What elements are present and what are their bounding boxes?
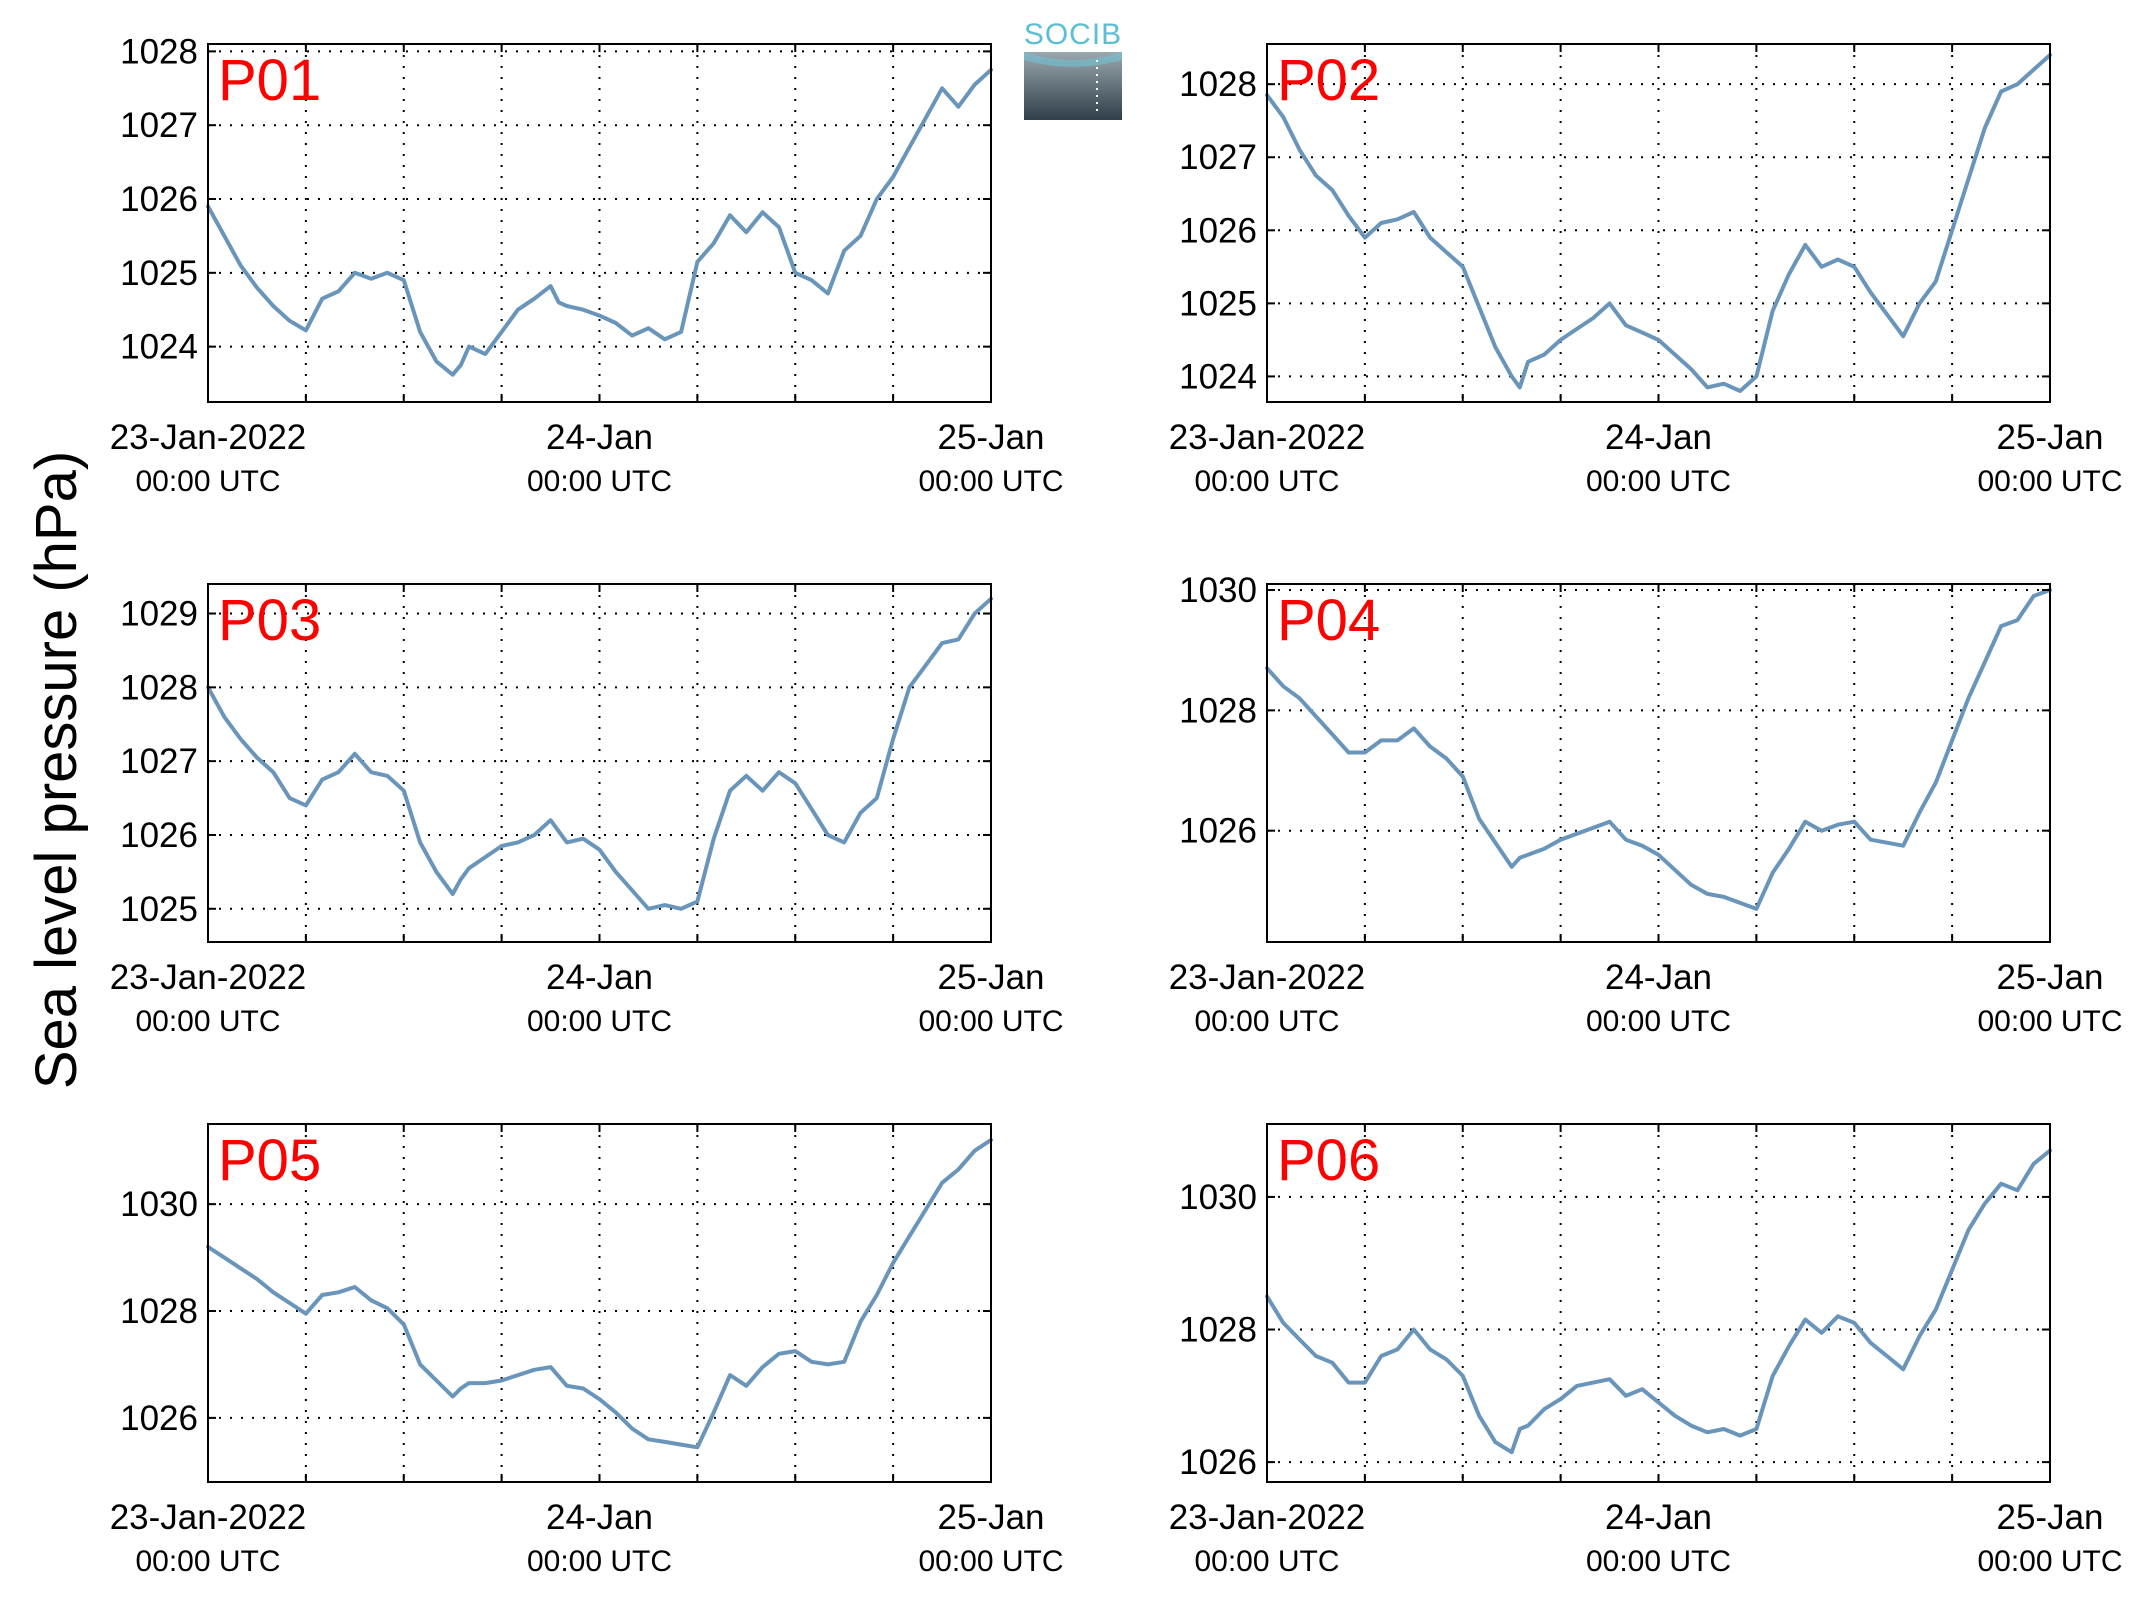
- panel-label: P01: [218, 48, 321, 113]
- panel-p04: 1026 1028 1030 23-Jan-2022 00:00 UTC 24-Jan 00…: [1169, 571, 2123, 1038]
- panel-label: P03: [218, 588, 321, 653]
- x-tick-label: 23-Jan-2022: [110, 958, 307, 997]
- x-tick-sublabel: 00:00 UTC: [1977, 1005, 2122, 1038]
- x-tick-sublabel: 00:00 UTC: [1194, 1545, 1339, 1578]
- y-tick-label: 1028: [1179, 1311, 1257, 1350]
- panel-label: P05: [218, 1128, 321, 1193]
- y-tick-label: 1030: [1179, 571, 1257, 610]
- axes-frame: [207, 43, 992, 403]
- x-tick-sublabel: 00:00 UTC: [1977, 1545, 2122, 1578]
- y-tick-label: 1028: [1179, 691, 1257, 730]
- x-tick-label: 25-Jan: [937, 418, 1044, 457]
- series-line: [1265, 588, 2052, 911]
- y-tick-label: 1026: [120, 180, 198, 219]
- y-tick-label: 1030: [1179, 1178, 1257, 1217]
- y-tick-label: 1028: [120, 668, 198, 707]
- x-tick-sublabel: 00:00 UTC: [1194, 465, 1339, 498]
- x-tick-sublabel: 00:00 UTC: [527, 1005, 672, 1038]
- y-tick-label: 1026: [1179, 1443, 1257, 1482]
- chart-panels: 1024 1025 1026 1027 1028 23-Jan-2022 00:00 UTC…: [110, 32, 2123, 1578]
- series-line: [206, 1138, 993, 1450]
- panel-label: P02: [1277, 48, 1380, 113]
- y-tick-label: 1025: [120, 890, 198, 929]
- x-tick-sublabel: 00:00 UTC: [1586, 1545, 1731, 1578]
- panel-p06: 1026 1028 1030 23-Jan-2022 00:00 UTC 24-Jan 00…: [1169, 1123, 2123, 1578]
- x-tick-label: 23-Jan-2022: [1169, 958, 1366, 997]
- socib-logo: SOCIB: [1024, 18, 1122, 120]
- x-tick-sublabel: 00:00 UTC: [918, 1005, 1063, 1038]
- series-line: [206, 67, 993, 377]
- logo-wave: [1024, 52, 1122, 67]
- axes-frame: [207, 583, 992, 943]
- panel-label: P04: [1277, 588, 1380, 653]
- x-tick-label: 24-Jan: [1605, 418, 1712, 457]
- y-tick-label: 1027: [120, 742, 198, 781]
- x-tick-sublabel: 00:00 UTC: [135, 1545, 280, 1578]
- x-tick-label: 25-Jan: [1996, 1498, 2103, 1537]
- y-tick-label: 1024: [1179, 357, 1257, 396]
- panel-p05: 1026 1028 1030 23-Jan-2022 00:00 UTC 24-Jan 00…: [110, 1123, 1064, 1578]
- x-tick-sublabel: 00:00 UTC: [1194, 1005, 1339, 1038]
- panel-label: P06: [1277, 1128, 1380, 1193]
- x-tick-label: 23-Jan-2022: [110, 418, 307, 457]
- y-tick-label: 1028: [1179, 65, 1257, 104]
- y-tick-label: 1028: [120, 1292, 198, 1331]
- x-tick-label: 24-Jan: [546, 1498, 653, 1537]
- y-tick-label: 1027: [1179, 138, 1257, 177]
- x-tick-label: 24-Jan: [1605, 1498, 1712, 1537]
- series-line: [1265, 53, 2052, 393]
- x-tick-label: 23-Jan-2022: [1169, 418, 1366, 457]
- x-tick-label: 25-Jan: [937, 1498, 1044, 1537]
- x-tick-label: 24-Jan: [546, 418, 653, 457]
- x-tick-label: 24-Jan: [546, 958, 653, 997]
- x-tick-label: 25-Jan: [1996, 958, 2103, 997]
- series-line: [206, 596, 993, 911]
- y-tick-label: 1029: [120, 595, 198, 634]
- series-line: [1265, 1148, 2052, 1455]
- panel-p01: 1024 1025 1026 1027 1028 23-Jan-2022 00:00 UTC…: [110, 32, 1064, 498]
- x-tick-label: 24-Jan: [1605, 958, 1712, 997]
- y-tick-label: 1024: [120, 328, 198, 367]
- x-tick-sublabel: 00:00 UTC: [918, 465, 1063, 498]
- y-axis-label: Sea level pressure (hPa): [24, 451, 89, 1089]
- x-tick-sublabel: 00:00 UTC: [527, 1545, 672, 1578]
- axes-frame: [1266, 1123, 2051, 1483]
- x-tick-sublabel: 00:00 UTC: [1586, 465, 1731, 498]
- axes-frame: [1266, 583, 2051, 943]
- x-tick-sublabel: 00:00 UTC: [918, 1545, 1063, 1578]
- y-tick-label: 1026: [120, 816, 198, 855]
- y-tick-label: 1028: [120, 32, 198, 71]
- x-tick-sublabel: 00:00 UTC: [527, 465, 672, 498]
- y-tick-label: 1025: [1179, 284, 1257, 323]
- panel-p02: 1024 1025 1026 1027 1028 23-Jan-2022 00:00 UTC…: [1169, 43, 2123, 498]
- y-tick-label: 1026: [120, 1399, 198, 1438]
- panel-p03: 1025 1026 1027 1028 1029 23-Jan-2022 00:00 UTC…: [110, 583, 1064, 1038]
- y-tick-label: 1026: [1179, 812, 1257, 851]
- y-tick-label: 1025: [120, 254, 198, 293]
- x-tick-sublabel: 00:00 UTC: [1977, 465, 2122, 498]
- y-tick-label: 1030: [120, 1185, 198, 1224]
- x-tick-label: 25-Jan: [937, 958, 1044, 997]
- logo-text: SOCIB: [1024, 18, 1122, 51]
- y-tick-label: 1027: [120, 106, 198, 145]
- x-tick-sublabel: 00:00 UTC: [135, 465, 280, 498]
- x-tick-sublabel: 00:00 UTC: [135, 1005, 280, 1038]
- x-tick-sublabel: 00:00 UTC: [1586, 1005, 1731, 1038]
- x-tick-label: 25-Jan: [1996, 418, 2103, 457]
- x-tick-label: 23-Jan-2022: [1169, 1498, 1366, 1537]
- y-tick-label: 1026: [1179, 211, 1257, 250]
- x-tick-label: 23-Jan-2022: [110, 1498, 307, 1537]
